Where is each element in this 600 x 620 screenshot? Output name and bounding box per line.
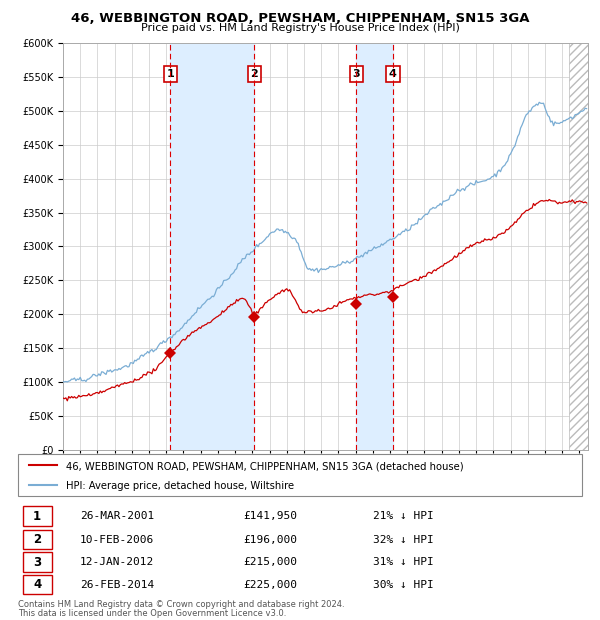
Bar — [356, 43, 393, 450]
Text: This data is licensed under the Open Government Licence v3.0.: This data is licensed under the Open Gov… — [18, 609, 286, 618]
FancyBboxPatch shape — [23, 530, 52, 549]
Text: 1: 1 — [33, 510, 41, 523]
Text: Contains HM Land Registry data © Crown copyright and database right 2024.: Contains HM Land Registry data © Crown c… — [18, 600, 344, 609]
Bar — [569, 43, 600, 450]
Text: 2: 2 — [33, 533, 41, 546]
Text: 21% ↓ HPI: 21% ↓ HPI — [373, 511, 434, 521]
Text: HPI: Average price, detached house, Wiltshire: HPI: Average price, detached house, Wilt… — [66, 481, 294, 491]
Text: £225,000: £225,000 — [244, 580, 298, 590]
Text: £215,000: £215,000 — [244, 557, 298, 567]
Text: 3: 3 — [33, 556, 41, 569]
Text: 4: 4 — [389, 69, 397, 79]
Text: 2: 2 — [251, 69, 258, 79]
Text: £141,950: £141,950 — [244, 511, 298, 521]
Text: 4: 4 — [33, 578, 41, 591]
Text: 46, WEBBINGTON ROAD, PEWSHAM, CHIPPENHAM, SN15 3GA (detached house): 46, WEBBINGTON ROAD, PEWSHAM, CHIPPENHAM… — [66, 461, 464, 471]
FancyBboxPatch shape — [23, 575, 52, 595]
Text: 31% ↓ HPI: 31% ↓ HPI — [373, 557, 434, 567]
Text: 26-FEB-2014: 26-FEB-2014 — [80, 580, 154, 590]
Text: 46, WEBBINGTON ROAD, PEWSHAM, CHIPPENHAM, SN15 3GA: 46, WEBBINGTON ROAD, PEWSHAM, CHIPPENHAM… — [71, 12, 529, 25]
Text: 32% ↓ HPI: 32% ↓ HPI — [373, 534, 434, 544]
Text: 3: 3 — [352, 69, 360, 79]
FancyBboxPatch shape — [18, 454, 582, 496]
Bar — [170, 43, 254, 450]
Text: £196,000: £196,000 — [244, 534, 298, 544]
Text: 10-FEB-2006: 10-FEB-2006 — [80, 534, 154, 544]
Text: 26-MAR-2001: 26-MAR-2001 — [80, 511, 154, 521]
Text: 30% ↓ HPI: 30% ↓ HPI — [373, 580, 434, 590]
Text: 1: 1 — [166, 69, 174, 79]
FancyBboxPatch shape — [23, 552, 52, 572]
Text: Price paid vs. HM Land Registry's House Price Index (HPI): Price paid vs. HM Land Registry's House … — [140, 23, 460, 33]
FancyBboxPatch shape — [23, 507, 52, 526]
Text: 12-JAN-2012: 12-JAN-2012 — [80, 557, 154, 567]
